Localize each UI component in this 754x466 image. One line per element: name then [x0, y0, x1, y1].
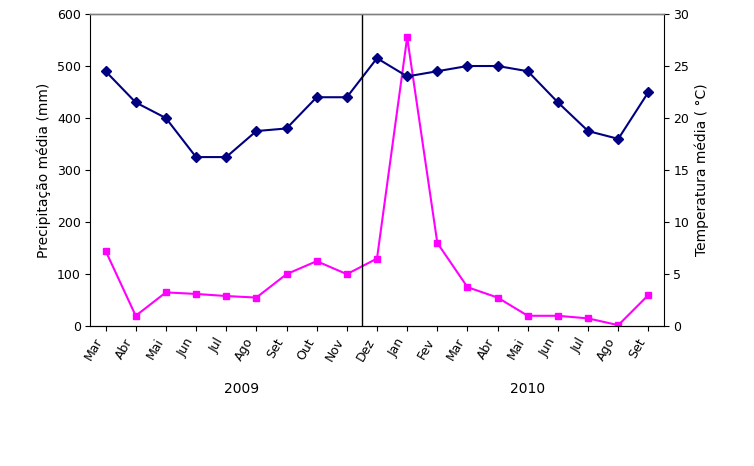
Text: 2010: 2010	[510, 383, 545, 397]
Y-axis label: Temperatura média ( °C): Temperatura média ( °C)	[694, 84, 710, 256]
Text: 2009: 2009	[224, 383, 259, 397]
Y-axis label: Precipitação média (mm): Precipitação média (mm)	[37, 82, 51, 258]
